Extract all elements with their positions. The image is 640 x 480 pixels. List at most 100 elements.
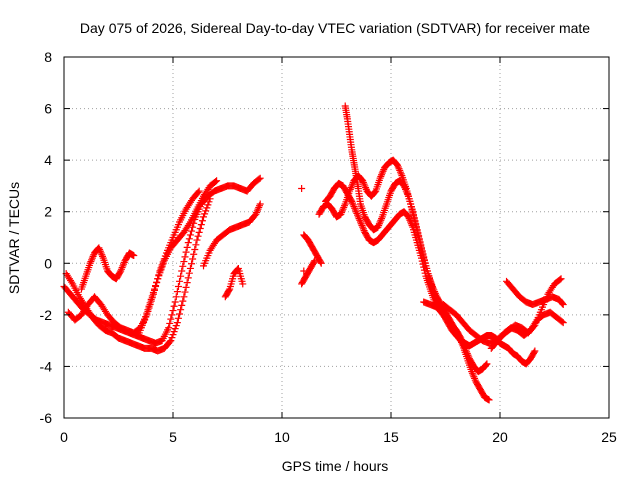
data-point-marker [239, 280, 247, 288]
data-point-marker [357, 220, 365, 228]
data-point-marker [99, 252, 107, 260]
data-point-marker [117, 265, 125, 273]
data-point-marker [359, 223, 367, 231]
x-tick-label: 25 [601, 429, 617, 445]
data-point-marker [152, 282, 160, 290]
data-point-marker [409, 208, 417, 216]
data-point-marker [403, 189, 411, 197]
data-point-marker [349, 201, 357, 209]
data-point-marker [118, 264, 126, 272]
data-point-marker [181, 253, 189, 261]
x-tick-label: 5 [169, 429, 177, 445]
data-point-marker [408, 221, 416, 229]
data-point-marker [559, 319, 567, 327]
data-point-marker [471, 376, 479, 384]
x-axis-label: GPS time / hours [282, 458, 389, 474]
data-point-marker [169, 331, 177, 339]
y-tick-label: 4 [44, 152, 52, 168]
data-point-marker [378, 171, 386, 179]
data-point-marker [339, 205, 347, 213]
data-point-marker [556, 276, 564, 284]
data-point-marker [165, 324, 173, 332]
x-tick-label: 20 [492, 429, 508, 445]
data-point-marker [200, 213, 208, 221]
data-point-marker [86, 259, 94, 267]
data-point-marker [350, 203, 358, 211]
data-point-marker [377, 172, 385, 180]
data-point-marker [458, 338, 466, 346]
data-point-marker [481, 362, 489, 370]
data-point-marker [310, 258, 318, 266]
y-tick-label: 0 [44, 255, 52, 271]
data-point-marker [88, 256, 96, 264]
data-point-marker [189, 255, 197, 263]
data-point-marker [88, 254, 96, 262]
data-point-marker [463, 348, 471, 356]
data-point-marker [456, 333, 464, 341]
data-point-marker [400, 182, 408, 190]
data-point-marker [198, 217, 206, 225]
data-point-marker [174, 282, 182, 290]
data-point-marker [225, 286, 233, 294]
data-point-marker [181, 288, 189, 296]
data-point-marker [150, 285, 158, 293]
data-point-marker [353, 209, 361, 217]
data-point-marker [120, 260, 128, 268]
data-point-marker [483, 360, 491, 368]
axis-ticks: 0 5 10 15 20 25 -6 -4 -2 0 2 4 6 8 [40, 49, 617, 445]
data-point-marker [185, 269, 193, 277]
data-point-marker [169, 307, 177, 315]
data-point-marker [143, 309, 151, 317]
data-point-marker [96, 247, 104, 255]
data-point-marker [401, 184, 409, 192]
data-point-marker [180, 293, 188, 301]
y-tick-label: -6 [40, 410, 53, 426]
data-point-marker [471, 374, 479, 382]
data-point-marker [179, 262, 187, 270]
data-point-marker [145, 302, 153, 310]
data-point-marker [559, 301, 567, 309]
data-point-marker [557, 275, 565, 283]
data-point-marker [460, 341, 468, 349]
data-point-marker [374, 223, 382, 231]
data-point-marker [396, 166, 404, 174]
data-point-marker [421, 269, 429, 277]
data-point-marker [348, 199, 356, 207]
data-point-marker [352, 208, 360, 216]
data-point-marker [253, 207, 261, 215]
data-point-marker [87, 258, 95, 266]
data-point-marker [358, 221, 366, 229]
data-point-marker [340, 202, 348, 210]
data-point-marker [337, 210, 345, 218]
data-point-marker [558, 300, 566, 308]
series-track-d [77, 244, 138, 293]
x-tick-label: 10 [274, 429, 290, 445]
data-point-marker [148, 292, 156, 300]
data-point-marker [192, 241, 200, 249]
data-point-marker [377, 216, 385, 224]
data-point-marker [119, 262, 127, 270]
y-axis-label: SDTVAR / TECUs [6, 182, 22, 294]
data-point-marker [178, 267, 186, 275]
data-point-marker [141, 316, 149, 324]
series-track-e [134, 177, 221, 339]
data-point-marker [376, 218, 384, 226]
data-point-marker [460, 343, 468, 351]
data-point-marker [402, 185, 410, 193]
data-point-marker [370, 189, 378, 197]
data-point-marker [355, 215, 363, 223]
data-point-marker [468, 368, 476, 376]
data-point-marker [146, 299, 154, 307]
data-point-marker [406, 216, 414, 224]
data-point-marker [177, 272, 185, 280]
data-point-marker [482, 361, 490, 369]
data-point-marker [317, 259, 325, 267]
data-point-marker [206, 195, 214, 203]
data-point-marker [410, 214, 418, 222]
data-point-marker [558, 299, 566, 307]
data-point-marker [402, 187, 410, 195]
series-track-f [200, 200, 264, 270]
data-point-marker [186, 264, 194, 272]
data-point-marker [166, 338, 174, 346]
